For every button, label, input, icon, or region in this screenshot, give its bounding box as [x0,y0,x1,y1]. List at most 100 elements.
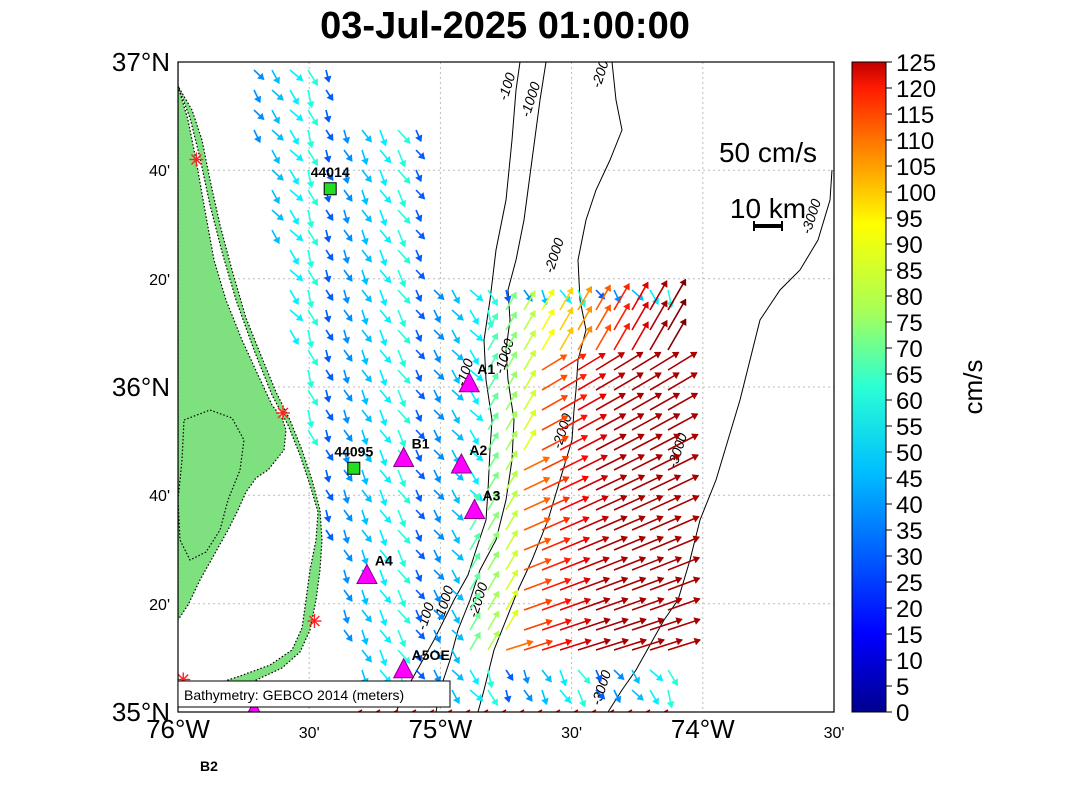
coastal-markers [178,152,322,687]
current-vector-arrow [613,515,646,531]
current-vector-arrow [649,596,683,611]
current-vector-arrow [343,309,353,322]
current-vector-arrow [415,409,423,423]
current-vector-arrow [379,349,392,364]
current-vector-arrow [451,689,460,705]
y-tick-label: 40' [149,488,170,505]
current-vector-arrow [323,349,332,363]
colorbar-tick-label: 105 [896,154,936,181]
colorbar-tick-label: 25 [896,570,923,597]
mooring-station: A4 [356,553,393,584]
velocity-scale-legend: 50 cm/s 10 km [719,137,817,231]
current-vector-arrow [523,598,553,611]
current-vector-arrow [451,409,460,425]
mooring-station: A1 [458,361,495,393]
current-vector-arrow [487,531,500,551]
x-tick-label: 30' [824,725,845,742]
current-vector-arrow [577,373,607,391]
current-vector-arrow [649,433,681,451]
current-vector-arrow [379,409,388,427]
current-vector-arrow [451,329,460,345]
current-vector-arrow [451,289,460,305]
current-vector-arrow [469,329,484,342]
current-vector-arrow [451,529,460,545]
current-vector-arrow [649,637,683,651]
current-vector-arrow [253,129,262,144]
current-vector-arrow [343,629,353,642]
current-vector-arrow [595,324,612,351]
current-vector-arrow [433,349,442,364]
map-panel: -100-1000-2000-3000-2000-1000-100-2000 -3… [177,61,835,713]
current-vector-arrow [595,433,627,451]
current-vector-arrow [433,429,442,444]
current-vector-arrow [271,209,284,221]
current-vector-arrow [397,529,411,544]
current-vector-arrow [577,325,593,351]
current-vector-arrow [361,289,372,303]
current-vector-arrow [433,529,445,541]
current-vector-arrow [271,109,280,125]
current-vector-arrow [271,89,284,101]
current-vector-arrow [343,429,353,442]
current-vector-arrow [595,494,628,511]
current-vector-arrow [487,332,499,351]
current-vector-arrow [667,617,701,631]
current-vector-arrow [541,536,571,551]
current-vector-arrow [487,392,499,411]
current-vector-arrow [323,109,332,123]
current-vector-arrow [595,596,629,611]
contour-100m [395,62,521,712]
current-vector-arrow [469,631,481,651]
y-tick-label: 36°N [112,372,170,402]
current-vector-arrow [306,289,315,309]
y-tick-label: 20' [149,272,170,289]
current-vector-arrow [487,312,499,331]
current-vector-arrow [433,569,445,581]
current-vector-arrow [361,529,372,543]
current-vector-arrow [397,609,411,624]
current-vector-arrow [595,556,629,571]
current-vector-arrow [323,389,332,403]
current-vector-arrow [613,617,647,631]
station-label: A2 [469,442,487,458]
current-vector-arrow [379,149,392,164]
figure-title: 03-Jul-2025 01:00:00 [320,5,690,47]
current-vector-arrow [379,289,388,307]
current-vector-arrow [523,429,537,451]
current-vector-arrow [666,689,675,709]
current-vector-arrow [415,269,426,280]
current-vector-arrow [397,409,411,424]
current-vector-arrow [559,669,568,687]
current-vector-arrow [631,689,644,701]
current-vector-arrow [361,429,369,446]
current-vector-arrow [487,511,499,531]
current-vector-arrow [631,515,664,531]
current-vector-arrow [307,429,319,446]
current-vector-arrow [343,189,353,202]
current-vector-arrow [397,269,407,288]
current-vector-arrow [379,649,388,667]
current-vector-arrow [505,291,517,311]
current-vector-arrow [631,281,649,311]
current-vector-arrow [541,308,555,331]
current-vector-arrow [577,352,606,371]
current-vector-arrow [379,469,392,484]
current-vector-arrow [649,515,682,531]
current-vector-arrow [559,455,589,471]
current-vector-arrow [271,149,280,165]
current-vector-arrow [342,609,350,624]
current-vector-arrow [631,596,665,611]
buoy-station: 44014 [311,164,350,196]
current-vector-arrow [613,637,647,651]
current-vector-arrow [469,552,481,571]
current-vector-arrow [397,129,411,144]
current-vector-arrow [306,409,315,429]
contour-3000m [607,169,833,712]
current-vector-arrow [505,669,514,681]
current-vector-arrow [595,372,626,391]
current-vector-arrow [631,669,640,685]
current-vector-arrow [433,629,442,644]
current-vector-arrow [307,229,319,246]
current-vector-arrow [307,109,319,126]
current-vector-arrow [649,392,681,411]
